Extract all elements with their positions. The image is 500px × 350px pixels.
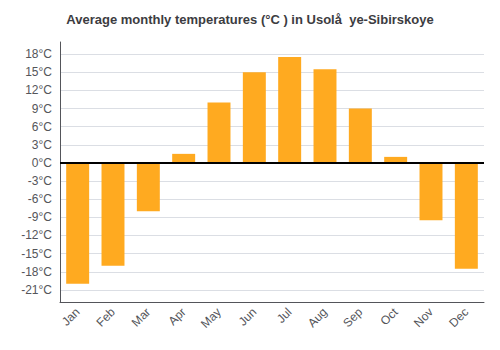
svg-text:Sep: Sep xyxy=(340,305,365,330)
svg-text:-15°C: -15°C xyxy=(21,247,52,261)
svg-text:Apr: Apr xyxy=(166,305,189,328)
svg-text:6°C: 6°C xyxy=(32,120,52,134)
svg-text:Feb: Feb xyxy=(93,305,118,330)
svg-text:Nov: Nov xyxy=(411,305,436,330)
svg-text:Mar: Mar xyxy=(129,305,154,329)
svg-text:-18°C: -18°C xyxy=(21,265,52,279)
svg-text:Jun: Jun xyxy=(236,305,260,329)
svg-text:Oct: Oct xyxy=(378,305,402,329)
svg-text:Jan: Jan xyxy=(59,305,83,329)
svg-text:-9°C: -9°C xyxy=(28,210,52,224)
svg-text:0°C: 0°C xyxy=(32,156,52,170)
svg-text:May: May xyxy=(198,305,224,331)
svg-text:18°C: 18°C xyxy=(25,47,52,61)
svg-text:Jul: Jul xyxy=(274,305,295,326)
svg-text:Dec: Dec xyxy=(446,305,471,330)
svg-text:-3°C: -3°C xyxy=(28,174,52,188)
svg-text:-6°C: -6°C xyxy=(28,192,52,206)
svg-text:Aug: Aug xyxy=(305,305,330,330)
svg-text:Average monthly temperatures (: Average monthly temperatures (°C ) in Us… xyxy=(66,12,433,27)
svg-text:3°C: 3°C xyxy=(32,138,52,152)
svg-text:-12°C: -12°C xyxy=(21,228,52,242)
svg-text:-21°C: -21°C xyxy=(21,283,52,297)
svg-text:9°C: 9°C xyxy=(32,102,52,116)
svg-text:12°C: 12°C xyxy=(25,83,52,97)
svg-text:15°C: 15°C xyxy=(25,65,52,79)
